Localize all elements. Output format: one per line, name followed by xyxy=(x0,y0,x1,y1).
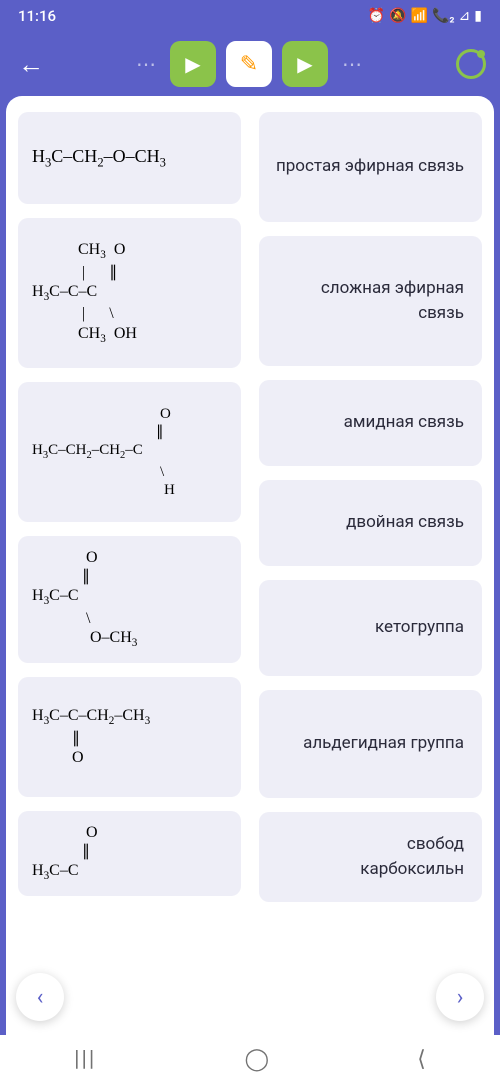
more-right-icon[interactable]: ⋯ xyxy=(338,52,366,76)
label-text: кетогруппа xyxy=(375,615,464,641)
back-button[interactable]: ← xyxy=(14,45,48,84)
formula-card[interactable]: O ∥ H3C–C \ O–CH3 xyxy=(18,536,241,663)
play-prev-button[interactable]: ▶ xyxy=(170,41,216,87)
label-text: альдегидная группа xyxy=(303,731,464,757)
formula-card[interactable]: O ∥ H3C–C xyxy=(18,811,241,896)
formula-card[interactable]: H3C–C–CH2–CH3 ∥ O xyxy=(18,677,241,797)
home-button[interactable]: ◯ xyxy=(244,1047,269,1072)
top-bar: ← ⋯ ▶ ✎ ▶ ⋯ xyxy=(0,32,500,96)
status-bar: 11:16 ⏰🔕📶📞₂⊿▮ xyxy=(0,0,500,32)
label-card[interactable]: альдегидная группа xyxy=(259,690,482,798)
formula-card[interactable]: O ∥ H3C–CH2–CH2–C \ H xyxy=(18,382,241,522)
system-nav-bar: ||| ◯ ⟨ xyxy=(0,1035,500,1083)
sys-back-button[interactable]: ⟨ xyxy=(417,1047,426,1072)
pencil-icon: ✎ xyxy=(240,52,258,77)
edit-button[interactable]: ✎ xyxy=(226,41,272,87)
formula-text: CH3 O | ∥ H3C–C–C | \ CH3 OH xyxy=(32,240,137,346)
prev-page-button[interactable]: ‹ xyxy=(16,973,64,1021)
content-area: H3C–CH2–O–CH3 CH3 O | ∥ H3C–C–C | \ CH3 … xyxy=(6,96,494,1035)
formula-text: O ∥ H3C–C xyxy=(32,823,98,884)
label-card[interactable]: двойная связь xyxy=(259,480,482,566)
status-icons: ⏰🔕📶📞₂⊿▮ xyxy=(368,8,482,24)
formula-card[interactable]: H3C–CH2–O–CH3 xyxy=(18,112,241,204)
chevron-left-icon: ‹ xyxy=(37,985,44,1010)
label-card[interactable]: простая эфирная связь xyxy=(259,112,482,222)
right-column: простая эфирная связь сложная эфирная св… xyxy=(259,112,482,902)
formula-text: H3C–CH2–O–CH3 xyxy=(32,146,166,171)
label-text: свобод карбоксильн xyxy=(360,832,464,883)
label-card[interactable]: амидная связь xyxy=(259,380,482,466)
label-card[interactable]: свобод карбоксильн xyxy=(259,812,482,902)
label-text: сложная эфирная связь xyxy=(271,276,464,327)
recents-button[interactable]: ||| xyxy=(74,1047,96,1072)
play-next-button[interactable]: ▶ xyxy=(282,41,328,87)
chevron-right-icon: › xyxy=(457,985,464,1010)
label-text: амидная связь xyxy=(344,410,464,436)
next-page-button[interactable]: › xyxy=(436,973,484,1021)
label-card[interactable]: кетогруппа xyxy=(259,580,482,676)
label-card[interactable]: сложная эфирная связь xyxy=(259,236,482,366)
left-column: H3C–CH2–O–CH3 CH3 O | ∥ H3C–C–C | \ CH3 … xyxy=(18,112,241,902)
formula-text: O ∥ H3C–C \ O–CH3 xyxy=(32,548,137,651)
formula-card[interactable]: CH3 O | ∥ H3C–C–C | \ CH3 OH xyxy=(18,218,241,368)
more-left-icon[interactable]: ⋯ xyxy=(132,52,160,76)
formula-text: H3C–C–CH2–CH3 ∥ O xyxy=(32,706,150,767)
label-text: простая эфирная связь xyxy=(276,154,464,180)
status-time: 11:16 xyxy=(18,7,56,25)
progress-ring-button[interactable] xyxy=(456,49,486,79)
formula-text: O ∥ H3C–CH2–CH2–C \ H xyxy=(32,405,175,499)
label-text: двойная связь xyxy=(346,510,464,536)
